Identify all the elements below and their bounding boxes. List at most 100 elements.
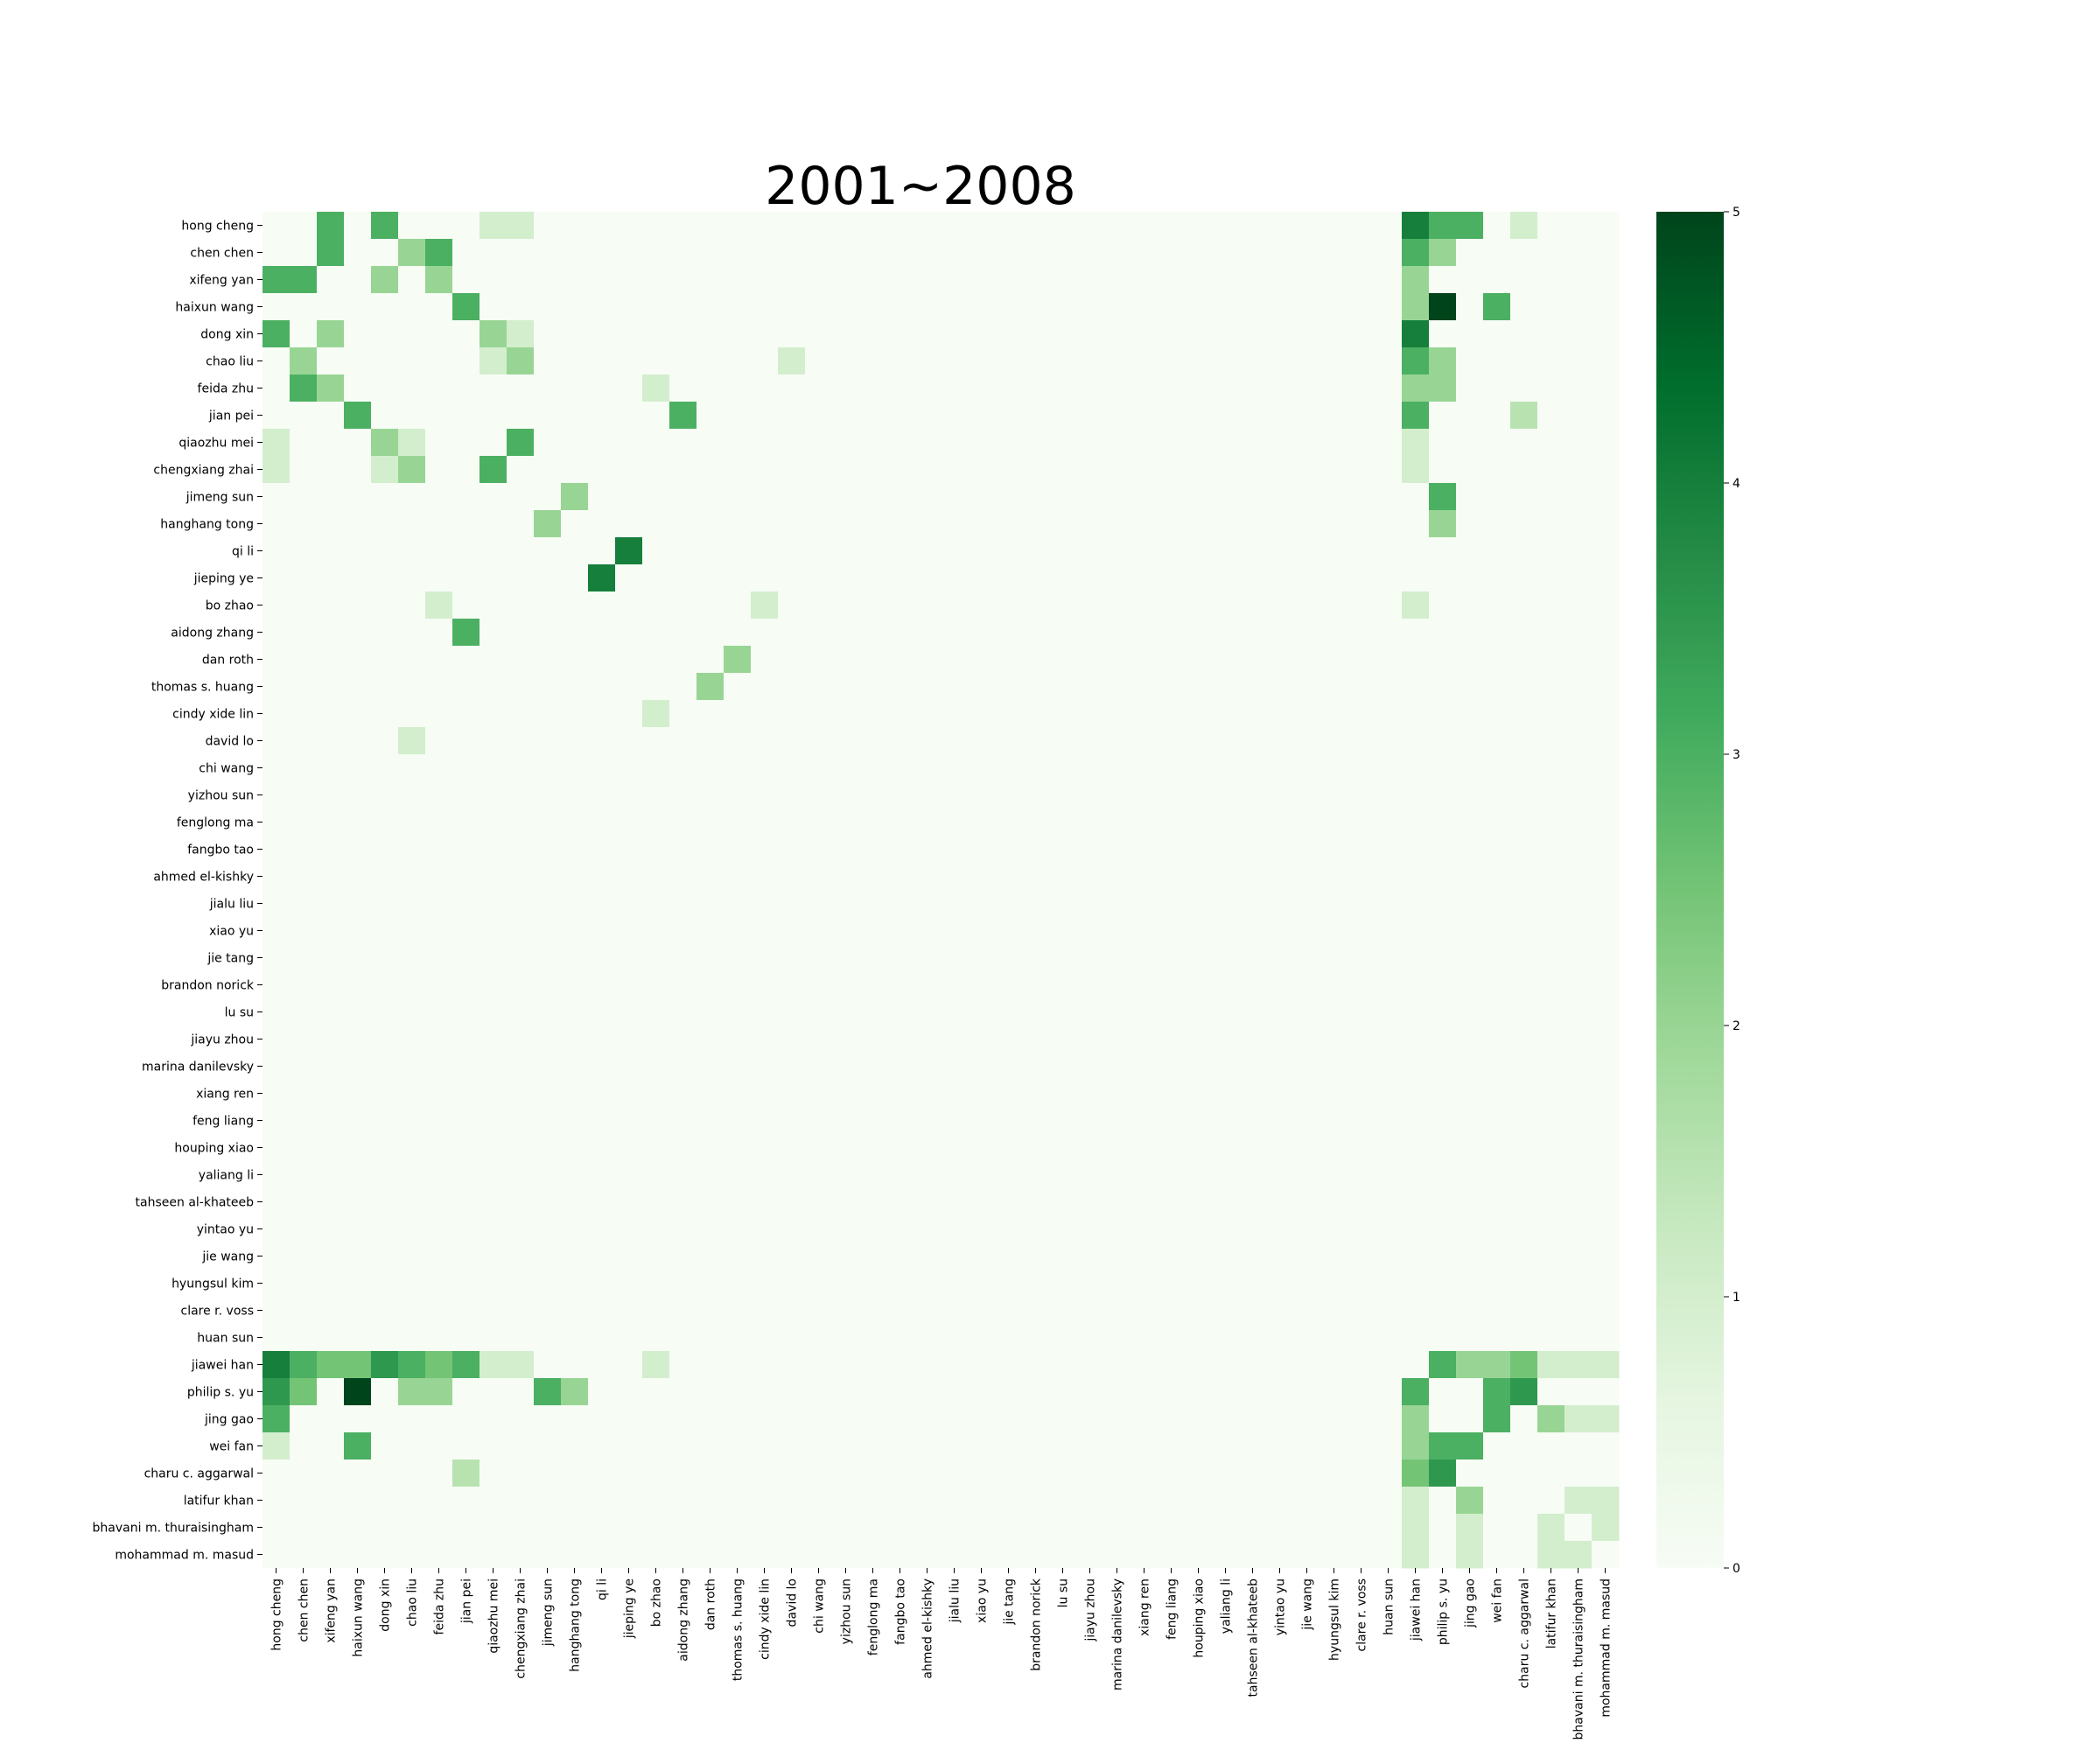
heatmap-cell <box>941 293 969 321</box>
heatmap-cell <box>751 1541 779 1569</box>
heatmap-cell <box>1076 402 1104 430</box>
heatmap-cell <box>886 1215 914 1243</box>
heatmap-cell <box>425 1026 453 1054</box>
heatmap-cell <box>507 673 535 701</box>
heatmap-cell <box>1429 564 1457 592</box>
heatmap-cell <box>696 510 724 538</box>
heatmap-cell <box>642 592 670 620</box>
heatmap-cell <box>1185 917 1213 945</box>
heatmap-cell <box>1510 1107 1538 1135</box>
heatmap-cell <box>1266 266 1294 294</box>
heatmap-cell <box>832 1324 860 1352</box>
y-tick-label: jieping ye <box>193 572 254 586</box>
heatmap-cell <box>1510 1460 1538 1488</box>
heatmap-cell <box>1239 646 1267 674</box>
heatmap-cell <box>1375 592 1403 620</box>
heatmap-cell <box>452 1242 480 1270</box>
heatmap-cell <box>534 1080 562 1108</box>
heatmap-cell <box>452 564 480 592</box>
heatmap-cell <box>1266 863 1294 891</box>
heatmap-cell <box>1483 456 1511 484</box>
heatmap-cell <box>1266 1161 1294 1189</box>
heatmap-cell <box>751 1215 779 1243</box>
heatmap-cell <box>1592 619 1620 647</box>
heatmap-cell <box>1348 1460 1376 1488</box>
heatmap-cell <box>425 1487 453 1515</box>
heatmap-cell <box>1456 1080 1484 1108</box>
heatmap-cell <box>642 1324 670 1352</box>
heatmap-cell <box>452 592 480 620</box>
heatmap-cell <box>1456 564 1484 592</box>
heatmap-cell <box>1592 402 1620 430</box>
heatmap-cell <box>859 293 887 321</box>
heatmap-cell <box>398 374 426 402</box>
heatmap-cell <box>534 836 562 864</box>
heatmap-cell <box>1049 1026 1077 1054</box>
heatmap-cell <box>1592 239 1620 267</box>
heatmap-cell <box>1212 836 1240 864</box>
heatmap-cell <box>941 646 969 674</box>
heatmap-cell <box>914 456 942 484</box>
y-tick-label: dong xin <box>200 328 254 342</box>
heatmap-cell <box>914 1053 942 1081</box>
heatmap-cell <box>914 863 942 891</box>
heatmap-cell <box>290 836 318 864</box>
heatmap-cell <box>1402 808 1430 836</box>
heatmap-cell <box>1076 727 1104 755</box>
heatmap-cell <box>452 483 480 511</box>
heatmap-cell <box>1076 1134 1104 1162</box>
heatmap-cell <box>615 1351 643 1379</box>
heatmap-cell <box>1402 944 1430 972</box>
heatmap-cell <box>480 700 508 728</box>
heatmap-cell <box>724 1324 752 1352</box>
heatmap-cell <box>1076 564 1104 592</box>
heatmap-cell <box>1076 429 1104 457</box>
heatmap-cell <box>1239 1405 1267 1433</box>
heatmap-cell <box>886 564 914 592</box>
heatmap-cell <box>1348 239 1376 267</box>
heatmap-cell <box>669 537 697 565</box>
heatmap-cell <box>1103 347 1131 375</box>
heatmap-cell <box>1049 781 1077 809</box>
heatmap-cell <box>1212 1541 1240 1569</box>
heatmap-cell <box>1564 1134 1592 1162</box>
heatmap-cell <box>1266 1351 1294 1379</box>
heatmap-cell <box>1049 1161 1077 1189</box>
heatmap-cell <box>1239 890 1267 918</box>
heatmap-cell <box>914 1026 942 1054</box>
heatmap-cell <box>534 483 562 511</box>
heatmap-cell <box>480 592 508 620</box>
heatmap-cell <box>480 1487 508 1515</box>
heatmap-cell <box>1429 1270 1457 1298</box>
heatmap-cell <box>1266 1297 1294 1325</box>
heatmap-cell <box>696 917 724 945</box>
heatmap-cell <box>615 374 643 402</box>
heatmap-cell <box>696 320 724 348</box>
heatmap-cell <box>1130 1324 1158 1352</box>
heatmap-cell <box>1049 998 1077 1026</box>
heatmap-cell <box>615 266 643 294</box>
heatmap-cell <box>425 1242 453 1270</box>
heatmap-cell <box>290 1324 318 1352</box>
heatmap-cell <box>1103 781 1131 809</box>
heatmap-cell <box>1130 510 1158 538</box>
heatmap-cell <box>859 619 887 647</box>
heatmap-cell <box>1212 1270 1240 1298</box>
heatmap-cell <box>615 1161 643 1189</box>
heatmap-cell <box>290 1487 318 1515</box>
heatmap-cell <box>1239 944 1267 972</box>
heatmap-cell <box>1049 1541 1077 1569</box>
heatmap-cell <box>262 1242 290 1270</box>
heatmap-cell <box>642 1161 670 1189</box>
heatmap-cell <box>507 700 535 728</box>
heatmap-cell <box>886 1107 914 1135</box>
heatmap-cell <box>1130 646 1158 674</box>
heatmap-cell <box>995 1270 1023 1298</box>
heatmap-cell <box>1456 619 1484 647</box>
heatmap-cell <box>1293 510 1321 538</box>
heatmap-cell <box>1483 1297 1511 1325</box>
y-tick-label: haixun wang <box>175 301 254 315</box>
heatmap-cell <box>480 1541 508 1569</box>
heatmap-cell <box>805 944 833 972</box>
heatmap-cell <box>886 1188 914 1216</box>
